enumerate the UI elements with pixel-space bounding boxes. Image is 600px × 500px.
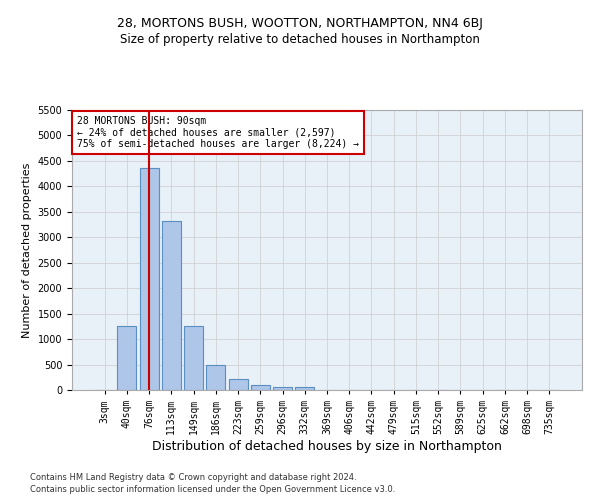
Bar [295,388,314,390]
Bar [140,168,158,390]
Text: Contains public sector information licensed under the Open Government Licence v3: Contains public sector information licen… [30,485,395,494]
Bar [184,326,203,390]
Text: Contains HM Land Registry data © Crown copyright and database right 2024.: Contains HM Land Registry data © Crown c… [30,472,356,482]
Bar [206,365,225,390]
Text: Size of property relative to detached houses in Northampton: Size of property relative to detached ho… [120,32,480,46]
Text: 28 MORTONS BUSH: 90sqm
← 24% of detached houses are smaller (2,597)
75% of semi-: 28 MORTONS BUSH: 90sqm ← 24% of detached… [77,116,359,149]
Bar [162,222,181,390]
Bar [229,379,248,390]
X-axis label: Distribution of detached houses by size in Northampton: Distribution of detached houses by size … [152,440,502,453]
Bar [118,326,136,390]
Bar [251,386,270,390]
Y-axis label: Number of detached properties: Number of detached properties [22,162,32,338]
Bar [273,387,292,390]
Text: 28, MORTONS BUSH, WOOTTON, NORTHAMPTON, NN4 6BJ: 28, MORTONS BUSH, WOOTTON, NORTHAMPTON, … [117,18,483,30]
